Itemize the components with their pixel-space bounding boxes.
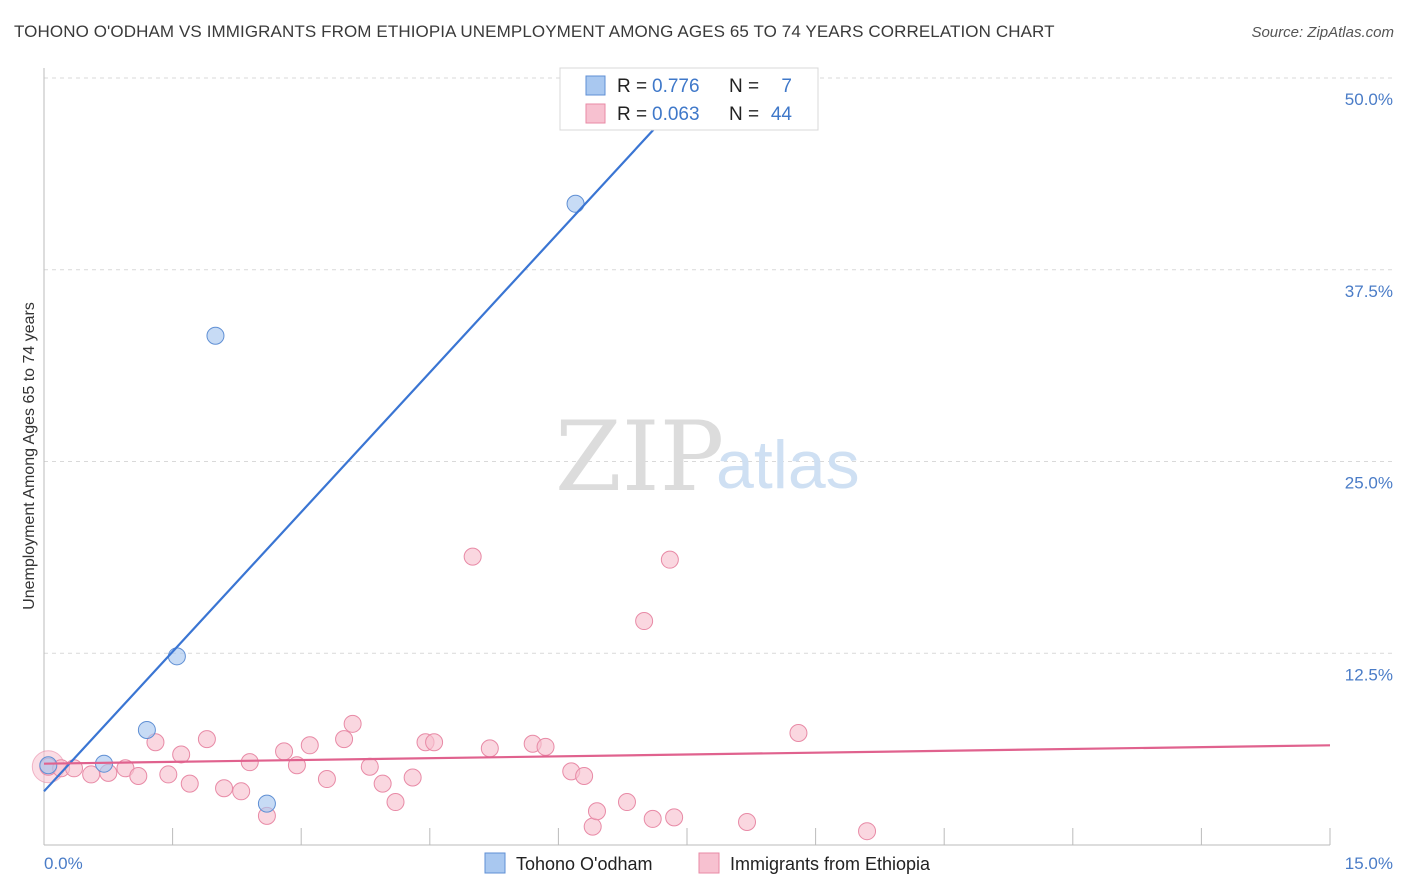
data-point (403, 768, 422, 787)
legend-n-value: 44 (771, 104, 793, 125)
legend-r-value: 0.063 (652, 104, 700, 125)
data-point (232, 782, 251, 801)
data-point (536, 737, 555, 756)
data-point (317, 770, 336, 789)
y-tick-label: 37.5% (1345, 282, 1393, 301)
data-point (738, 812, 757, 831)
x-tick-labels: 0.0% 15.0% (44, 854, 1393, 873)
bottom-legend: Tohono O'odham Immigrants from Ethiopia (484, 852, 931, 874)
data-point (587, 802, 606, 821)
data-point (575, 766, 594, 785)
trend-line-0 (43, 92, 688, 793)
data-point (197, 730, 216, 749)
legend-n-label: N = (729, 104, 759, 125)
legend-r-label: R = (617, 76, 647, 97)
watermark-atlas: atlas (716, 427, 860, 503)
data-point (137, 720, 156, 739)
data-points (31, 194, 877, 841)
chart-source: Source: ZipAtlas.com (1251, 24, 1394, 41)
y-tick-labels: 12.5% 25.0% 37.5% 50.0% (1345, 90, 1393, 684)
data-point (463, 547, 482, 566)
data-point (665, 808, 684, 827)
bottom-legend-swatch (484, 852, 506, 874)
data-point (360, 757, 379, 776)
legend-r-value: 0.776 (652, 76, 700, 97)
data-point (275, 742, 294, 761)
data-point (172, 745, 191, 764)
chart-title: TOHONO O'ODHAM VS IMMIGRANTS FROM ETHIOP… (14, 22, 1055, 41)
x-tick-label: 0.0% (44, 854, 83, 873)
y-tick-label: 25.0% (1345, 474, 1393, 493)
x-tick-label: 15.0% (1345, 854, 1393, 873)
data-point (167, 647, 186, 666)
data-point (789, 724, 808, 743)
bottom-legend-label: Tohono O'odham (516, 854, 653, 874)
data-point (206, 326, 225, 345)
trend-line-1 (43, 744, 1331, 765)
data-point (215, 779, 234, 798)
data-point (335, 730, 354, 749)
y-tick-label: 12.5% (1345, 665, 1393, 684)
y-tick-label: 50.0% (1345, 90, 1393, 109)
data-point (617, 793, 636, 812)
data-point (660, 550, 679, 569)
legend-r-label: R = (617, 104, 647, 125)
data-point (583, 817, 602, 836)
bottom-legend-swatch (698, 852, 720, 874)
data-point (257, 794, 276, 813)
data-point (386, 793, 405, 812)
watermark-zip: ZIP (555, 401, 724, 513)
data-point (240, 753, 259, 772)
data-point (146, 733, 165, 752)
top-legend: R = 0.776 N = 7 R = 0.063 N = 44 (559, 67, 819, 131)
data-point (643, 809, 662, 828)
legend-n-value: 7 (781, 76, 792, 97)
data-point (373, 774, 392, 793)
trend-lines (43, 92, 1331, 793)
legend-n-label: N = (729, 76, 759, 97)
data-point (39, 756, 58, 775)
data-point (129, 766, 148, 785)
data-point (343, 714, 362, 733)
y-axis-title: Unemployment Among Ages 65 to 74 years (21, 302, 38, 610)
watermark: ZIP atlas (555, 401, 860, 513)
data-point (180, 774, 199, 793)
data-point (425, 733, 444, 752)
data-point (566, 194, 585, 213)
data-point (300, 736, 319, 755)
bottom-legend-label: Immigrants from Ethiopia (730, 854, 931, 874)
legend-swatch (585, 75, 606, 96)
data-point (480, 739, 499, 758)
grid-lines (44, 77, 1392, 654)
data-point (858, 822, 877, 841)
data-point (635, 612, 654, 631)
legend-swatch (585, 103, 606, 124)
axes (43, 68, 1331, 846)
data-point (159, 765, 178, 784)
